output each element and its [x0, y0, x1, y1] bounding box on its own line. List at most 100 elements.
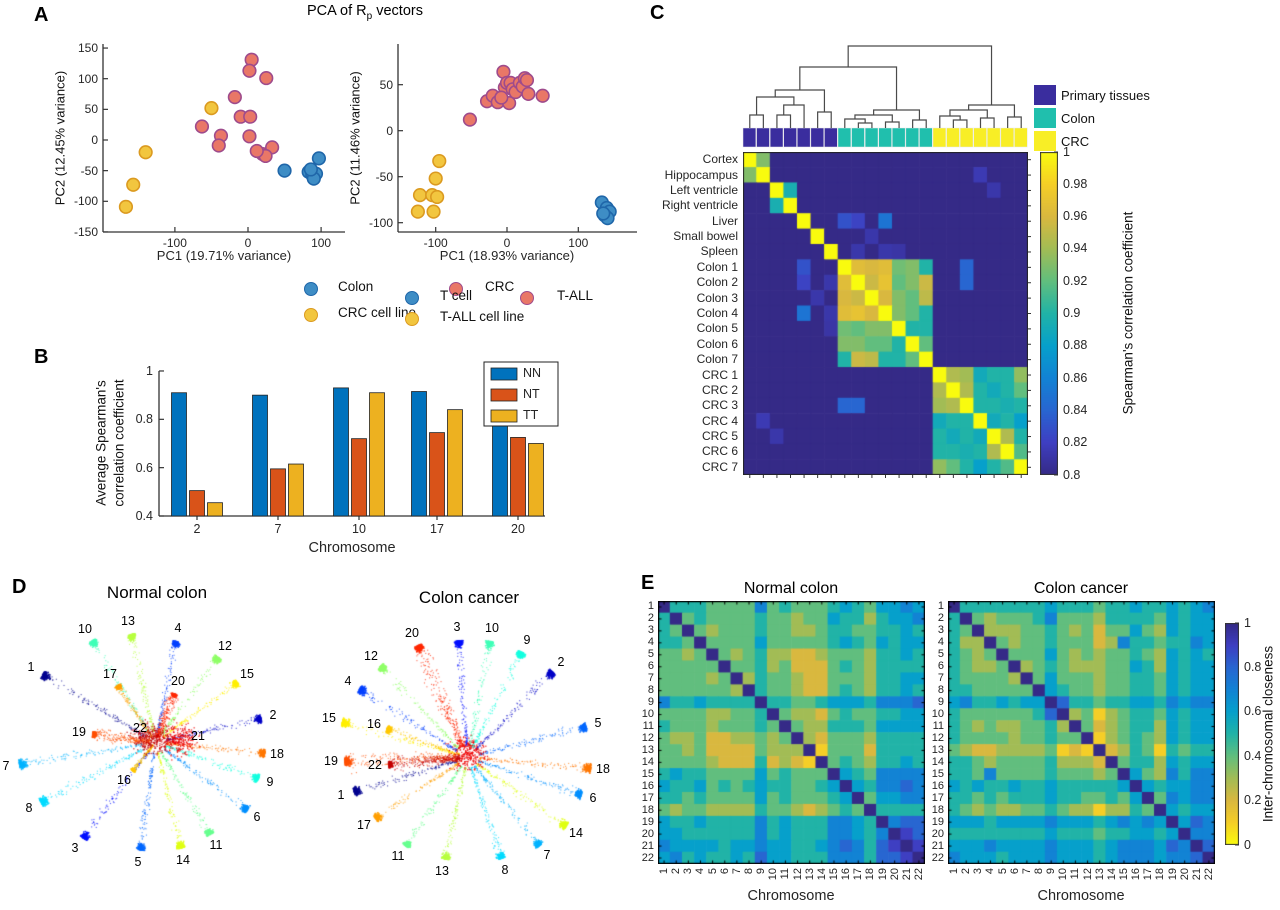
e-col-tick-label: 21: [1190, 868, 1203, 881]
e-col-tick-label: 14: [815, 868, 828, 881]
heatmap-row-label: Spleen: [700, 244, 738, 259]
y-tick-label: -150: [73, 224, 98, 239]
group-swatch-icon: [1034, 108, 1056, 128]
x-tick-label: 0: [244, 236, 252, 250]
e-row-tick-label: 21: [641, 839, 654, 852]
colorbar-tick-label: 0.98: [1063, 176, 1088, 191]
e-col-tick-label: 8: [743, 868, 756, 875]
e-row-tick-label: 4: [647, 636, 654, 649]
cluster-number-label: 13: [435, 864, 449, 878]
cluster-number-label: 7: [2, 759, 10, 773]
heatmap-row-label: CRC 4: [701, 413, 738, 428]
cluster-number-label: 8: [501, 863, 509, 877]
e-row-tick-label: 6: [937, 660, 944, 673]
colorbar-tick-label: 0: [1244, 837, 1251, 852]
e-row-tick-label: 15: [931, 767, 944, 780]
cluster-number-label: 15: [322, 711, 336, 725]
cluster-number-label: 5: [134, 855, 142, 869]
legend-marker-icon: [304, 282, 318, 296]
group-swatch-icon: [1034, 85, 1056, 105]
colorbar-tick-label: 0.82: [1063, 435, 1088, 450]
e-row-tick-label: 8: [647, 684, 654, 697]
heatmap-row-label: Colon 1: [696, 259, 738, 274]
colorbar-tick-label: 0.96: [1063, 209, 1088, 224]
e-col-tick-label: 9: [755, 868, 768, 875]
group-legend-label: Primary tissues: [1061, 88, 1150, 103]
legend-marker-icon: [405, 291, 419, 305]
heatmap-row-label: CRC 2: [701, 382, 738, 397]
heatmap-row-label: Colon 7: [696, 352, 738, 367]
panelE-left-heatmap: [658, 601, 925, 864]
e-col-tick-label: 15: [1117, 868, 1130, 881]
e-col-tick-label: 5: [706, 868, 719, 875]
colorbar-tick-label: 0.9: [1063, 306, 1081, 320]
cluster-number-label: 13: [121, 614, 135, 628]
panel-label-c: C: [650, 2, 665, 24]
panelD-left-title: Normal colon: [106, 583, 208, 602]
e-col-tick-label: 22: [1202, 868, 1215, 881]
e-row-tick-label: 19: [931, 815, 944, 828]
legend-item-label: CRC cell line: [338, 305, 417, 320]
legend-item-label: CRC: [485, 279, 515, 294]
y-tick-label: 0: [386, 123, 393, 138]
e-row-tick-label: 10: [931, 708, 944, 721]
heatmap-row-label: Left ventricle: [669, 182, 738, 197]
colorbar-tick-label: 0.2: [1244, 793, 1262, 808]
cluster-number-label: 5: [594, 716, 602, 730]
e-col-tick-label: 21: [900, 868, 913, 881]
cluster-number-label: 9: [523, 633, 531, 647]
e-col-tick-label: 12: [791, 868, 804, 881]
colorbar-tick-label: 0.4: [1244, 748, 1262, 763]
heatmap-row-label: Hippocampus: [664, 167, 738, 182]
panelB-xlabel: Chromosome: [308, 540, 396, 556]
cluster-number-label: 3: [71, 841, 79, 855]
cluster-number-label: 3: [453, 620, 461, 634]
panelA-title-main: PCA of R: [307, 3, 367, 19]
e-col-tick-label: 4: [984, 868, 997, 875]
e-col-tick-label: 6: [718, 868, 731, 875]
y-tick-label: -100: [73, 194, 98, 209]
cluster-number-label: 4: [174, 621, 182, 635]
e-col-tick-label: 2: [960, 868, 973, 875]
colorbar-tick-label: 0.86: [1063, 370, 1088, 385]
e-col-tick-label: 13: [803, 868, 816, 881]
panelA-right-xlabel: PC1 (18.93% variance): [439, 248, 575, 263]
e-row-tick-label: 4: [937, 636, 944, 649]
colorbar-tick-label: 0.88: [1063, 338, 1088, 353]
e-row-tick-label: 3: [937, 624, 944, 637]
e-col-tick-label: 10: [767, 868, 780, 881]
e-col-tick-label: 10: [1057, 868, 1070, 881]
y-tick-label: 50: [84, 102, 98, 117]
e-row-tick-label: 19: [641, 815, 654, 828]
y-tick-label: 0.4: [135, 509, 153, 523]
heatmap-row-label: CRC 1: [701, 367, 738, 382]
x-tick-label: 2: [193, 522, 201, 536]
e-col-tick-label: 1: [948, 868, 961, 875]
panelD-scatter-canvas: [0, 598, 640, 910]
cluster-number-label: 2: [557, 655, 565, 669]
e-col-tick-label: 3: [682, 868, 695, 875]
panelA-title-sub: p: [366, 10, 373, 22]
y-tick-label: 50: [379, 77, 393, 92]
colorbar-tick-label: 1: [1063, 144, 1070, 159]
e-col-tick-label: 16: [840, 868, 853, 881]
e-row-tick-label: 9: [937, 696, 944, 709]
cluster-number-label: 10: [485, 621, 499, 635]
e-row-tick-label: 11: [932, 720, 944, 733]
panelE-colorbar: [1225, 623, 1239, 845]
legend-item-label: Colon: [338, 279, 374, 294]
legend-item-label: TT: [523, 408, 539, 422]
e-col-tick-label: 19: [876, 868, 889, 881]
e-row-tick-label: 20: [931, 827, 944, 840]
panelE-left-xlabel: Chromosome: [747, 888, 835, 904]
heatmap-row-label: Small bowel: [673, 229, 738, 244]
e-row-tick-label: 14: [931, 755, 944, 768]
e-col-tick-label: 7: [1020, 868, 1033, 875]
legend-item-label: T-ALL: [557, 288, 594, 303]
e-row-tick-label: 22: [931, 851, 944, 864]
cluster-number-label: 17: [357, 818, 371, 832]
panelB-ylabel-1: Average Spearman's: [93, 380, 109, 506]
y-tick-label: 0.6: [135, 460, 153, 475]
e-col-tick-label: 5: [996, 868, 1009, 875]
e-row-tick-label: 2: [647, 612, 654, 625]
